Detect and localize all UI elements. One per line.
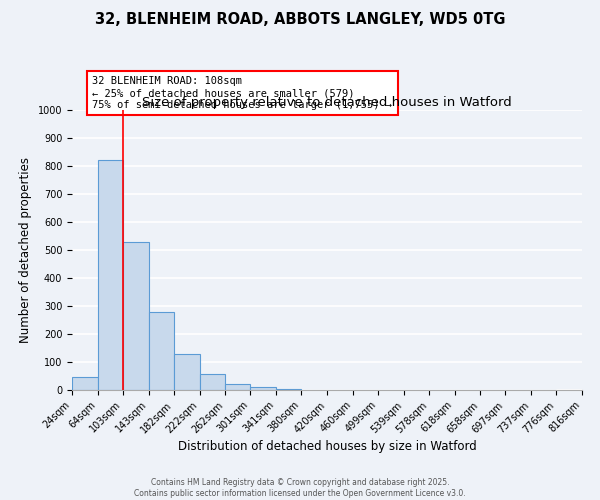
Bar xyxy=(72,377,98,390)
Bar xyxy=(225,384,250,390)
Text: 32, BLENHEIM ROAD, ABBOTS LANGLEY, WD5 0TG: 32, BLENHEIM ROAD, ABBOTS LANGLEY, WD5 0… xyxy=(95,12,505,28)
Bar xyxy=(123,242,149,390)
Text: Contains HM Land Registry data © Crown copyright and database right 2025.
Contai: Contains HM Land Registry data © Crown c… xyxy=(134,478,466,498)
Bar xyxy=(199,374,225,390)
X-axis label: Distribution of detached houses by size in Watford: Distribution of detached houses by size … xyxy=(178,440,476,454)
Y-axis label: Number of detached properties: Number of detached properties xyxy=(19,157,32,343)
Bar xyxy=(174,354,199,390)
Bar xyxy=(149,312,174,390)
Text: 32 BLENHEIM ROAD: 108sqm
← 25% of detached houses are smaller (579)
75% of semi-: 32 BLENHEIM ROAD: 108sqm ← 25% of detach… xyxy=(92,76,392,110)
Bar xyxy=(250,387,276,390)
Bar xyxy=(98,160,123,390)
Title: Size of property relative to detached houses in Watford: Size of property relative to detached ho… xyxy=(142,96,512,109)
